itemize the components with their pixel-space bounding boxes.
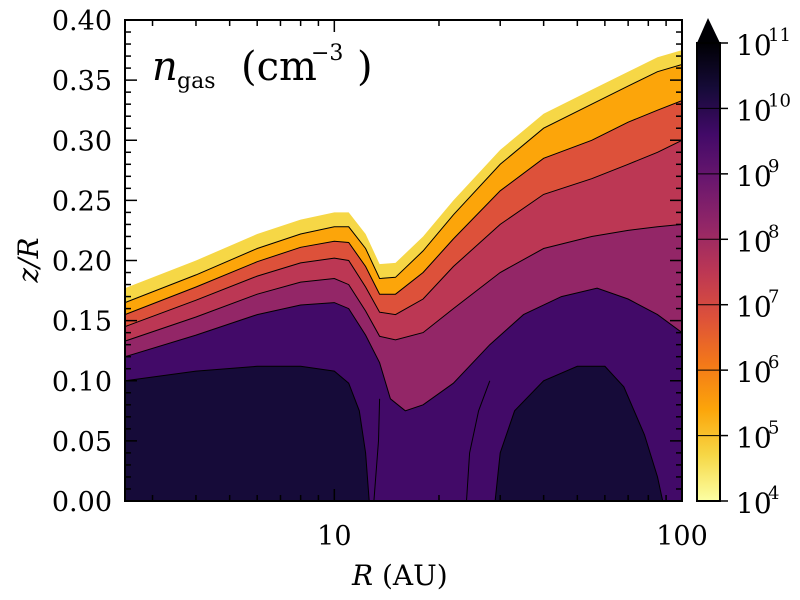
- x-axis-label-symbol: R: [351, 559, 373, 592]
- y-tick-label: 0.00: [52, 487, 112, 518]
- contour-line: [125, 139, 682, 328]
- colorbar-tick-exponent: 8: [768, 221, 779, 242]
- x-axis-label: R (AU): [351, 559, 448, 592]
- contour-line: [125, 223, 682, 342]
- annotation-subscript: gas: [177, 69, 216, 94]
- annotation-unit: (cm: [241, 44, 317, 90]
- colorbar-tick-exponent: 4: [768, 483, 779, 504]
- colorbar-tick-label: 10: [736, 291, 772, 324]
- colorbar-tick-label: 10: [736, 422, 772, 455]
- y-axis-label: z/R: [12, 237, 45, 283]
- colorbar-tick-exponent: 9: [768, 156, 779, 177]
- colorbar-tick-exponent: 6: [768, 352, 779, 373]
- y-tick-label: 0.15: [52, 307, 112, 338]
- colorbar-tick-exponent: 11: [768, 25, 791, 46]
- y-tick-label: 0.40: [52, 6, 112, 37]
- x-tick-label: 10: [317, 521, 351, 552]
- contour-line: [125, 365, 370, 501]
- density-band: [125, 366, 370, 501]
- contour-line: [466, 380, 491, 501]
- contour-line: [125, 64, 682, 304]
- contour-line: [125, 287, 682, 412]
- x-tick-label: 100: [656, 521, 708, 552]
- contour-line: [125, 100, 682, 316]
- contour-line: [373, 398, 381, 501]
- colorbar-body: [697, 43, 720, 501]
- plot-area: [125, 20, 682, 501]
- contour-line: [494, 365, 664, 501]
- colorbar-extend-arrow: [697, 18, 720, 43]
- y-tick-label: 0.35: [52, 66, 112, 97]
- density-band: [495, 366, 663, 501]
- x-axis-label-unit: (AU): [382, 559, 448, 592]
- colorbar-tick-label: 10: [736, 160, 772, 193]
- y-tick-label: 0.20: [52, 247, 112, 278]
- annotation-unit-exponent: −3: [311, 41, 343, 66]
- annotation-unit-close: ): [357, 44, 373, 90]
- panel-annotation: n gas (cm −3 ): [152, 41, 373, 94]
- y-tick-label: 0.25: [52, 186, 112, 217]
- colorbar-tick-label: 10: [736, 29, 772, 62]
- y-axis: 0.00 0.05 0.10 0.15 0.20 0.25 0.30 0.35 0.40: [52, 6, 682, 518]
- y-tick-label: 0.10: [52, 367, 112, 398]
- colorbar-tick-exponent: 5: [768, 418, 779, 439]
- colorbar-frame: [696, 42, 721, 502]
- colorbar-tick-exponent: 7: [768, 287, 779, 308]
- y-tick-label: 0.30: [52, 126, 112, 157]
- colorbar-tick-label: 10: [736, 487, 772, 520]
- colorbar-tick-label: 10: [736, 225, 772, 258]
- colorbar-tick-exponent: 10: [768, 90, 791, 111]
- colorbar-tick-label: 10: [736, 94, 772, 127]
- colorbar-tick-label: 10: [736, 356, 772, 389]
- annotation-symbol: n: [152, 44, 178, 90]
- y-tick-label: 0.05: [52, 427, 112, 458]
- x-axis: 10 100: [151, 20, 708, 552]
